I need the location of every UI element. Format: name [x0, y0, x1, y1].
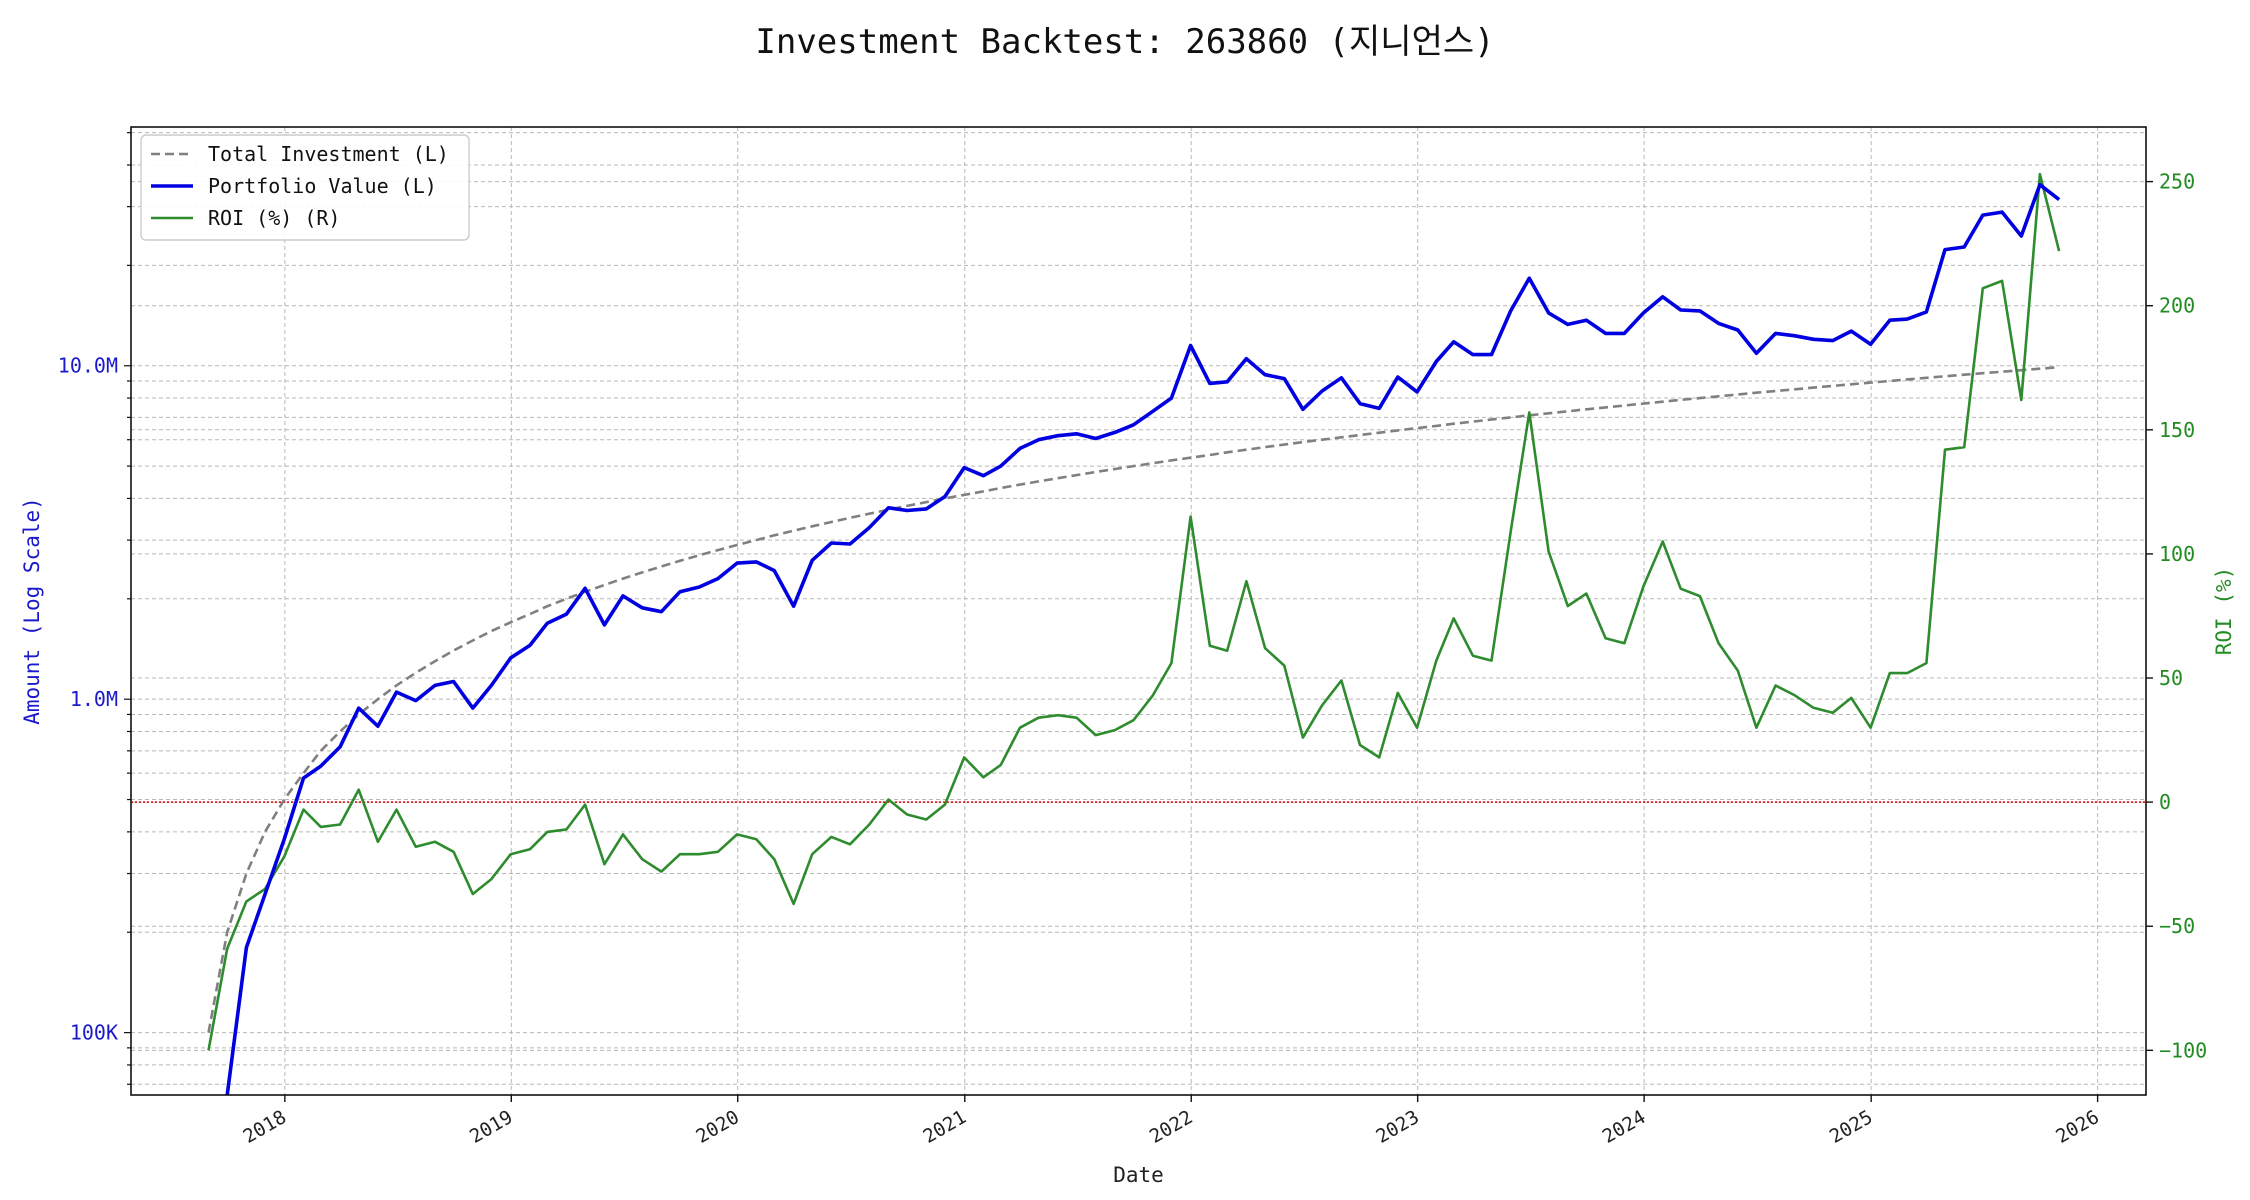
x-tick-label: 2024 [1599, 1106, 1650, 1148]
roi-line [207, 172, 2061, 1051]
legend: Total Investment (L) Portfolio Value (L) R… [140, 134, 470, 241]
legend-label: Portfolio Value (L) [208, 174, 437, 198]
y-right-tick-label: 0 [2159, 790, 2171, 814]
series-layer [207, 172, 2061, 1096]
y-right-tick-label: 200 [2159, 294, 2195, 318]
x-tick-label: 2022 [1146, 1106, 1197, 1148]
x-tick-label: 2025 [1826, 1106, 1877, 1148]
y-right-tick-label: 150 [2159, 418, 2195, 442]
x-tick-label: 2018 [240, 1106, 291, 1148]
plot-frame [130, 126, 2147, 1096]
x-tick-label: 2021 [919, 1106, 970, 1148]
y-left-tick-label: 100K [70, 1021, 118, 1045]
x-axis-label: Date [1113, 1163, 1164, 1187]
grid-layer [131, 127, 2146, 1095]
x-tick-label: 2019 [466, 1106, 517, 1148]
x-tick-label: 2026 [2052, 1106, 2103, 1148]
y-right-axis-label: ROI (%) [2212, 567, 2236, 656]
legend-label: Total Investment (L) [208, 142, 449, 166]
y-right-tick-label: 250 [2159, 170, 2195, 194]
y-right-tick-label: −100 [2159, 1038, 2207, 1062]
y-right-tick-label: 50 [2159, 666, 2183, 690]
y-right-tick-label: 100 [2159, 542, 2195, 566]
investment-line [207, 365, 2060, 1033]
axis-layer: 2018 2019 2020 2021 2022 2023 2024 2025 2026 100K… [58, 132, 2207, 1148]
legend-label: ROI (%) (R) [208, 206, 340, 230]
y-left-axis-label: Amount (Log Scale) [20, 497, 44, 725]
y-left-tick-label: 1.0M [70, 687, 118, 711]
x-tick-label: 2020 [692, 1106, 743, 1148]
chart-title: Investment Backtest: 263860 (지니언스) [755, 22, 1495, 62]
y-left-tick-label: 10.0M [58, 354, 118, 378]
x-tick-label: 2023 [1372, 1106, 1423, 1148]
portfolio-value-line [225, 182, 2061, 1096]
legend-box [140, 134, 470, 241]
y-right-tick-label: −50 [2159, 914, 2195, 938]
